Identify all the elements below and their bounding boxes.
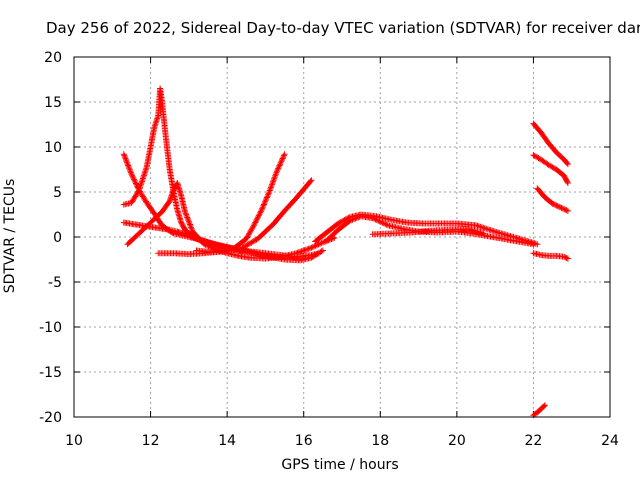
series-arc-6 xyxy=(193,177,315,256)
x-tick-label: 12 xyxy=(142,433,160,449)
x-tick-label: 10 xyxy=(65,433,83,449)
x-tick-label: 16 xyxy=(295,433,313,449)
series-arc-12 xyxy=(530,152,571,186)
data-points xyxy=(534,185,571,214)
data-points xyxy=(369,225,487,238)
y-tick-label: 15 xyxy=(44,95,62,111)
x-tick-label: 20 xyxy=(448,433,466,449)
data-points xyxy=(530,120,571,168)
series-arc-4 xyxy=(124,180,338,262)
y-tick-label: 5 xyxy=(53,185,62,201)
chart-title: Day 256 of 2022, Sidereal Day-to-day VTE… xyxy=(46,19,640,37)
data-points xyxy=(530,402,548,419)
y-tick-label: -5 xyxy=(48,275,62,291)
grid xyxy=(74,57,610,417)
y-tick-label: -15 xyxy=(39,365,62,381)
data-points xyxy=(193,177,315,256)
data-points xyxy=(124,180,338,262)
plot-frame xyxy=(73,56,611,418)
data-points xyxy=(530,250,571,262)
y-tick-label: 10 xyxy=(44,140,62,156)
axis-ticks: 10 12 14 16 18 20 22 24 -20 -15 -10 -5 0 5 10 15 20 xyxy=(39,50,619,449)
x-axis-label: GPS time / hours xyxy=(281,457,399,473)
x-tick-label: 22 xyxy=(525,433,543,449)
series-arc-14 xyxy=(530,402,548,419)
series-arc-13 xyxy=(534,185,571,214)
series-arc-10 xyxy=(530,250,571,262)
x-tick-label: 14 xyxy=(218,433,236,449)
series-arc-9 xyxy=(369,225,487,238)
data-points xyxy=(530,152,571,186)
x-tick-label: 18 xyxy=(371,433,389,449)
y-tick-label: 20 xyxy=(44,50,62,66)
series-arc-11 xyxy=(530,120,571,168)
data-series xyxy=(120,85,571,419)
y-axis-label: SDTVAR / TECUs xyxy=(2,178,18,294)
y-tick-label: 0 xyxy=(53,230,62,246)
y-tick-label: -10 xyxy=(39,320,62,336)
y-tick-label: -20 xyxy=(39,410,62,426)
x-tick-label: 24 xyxy=(601,433,619,449)
